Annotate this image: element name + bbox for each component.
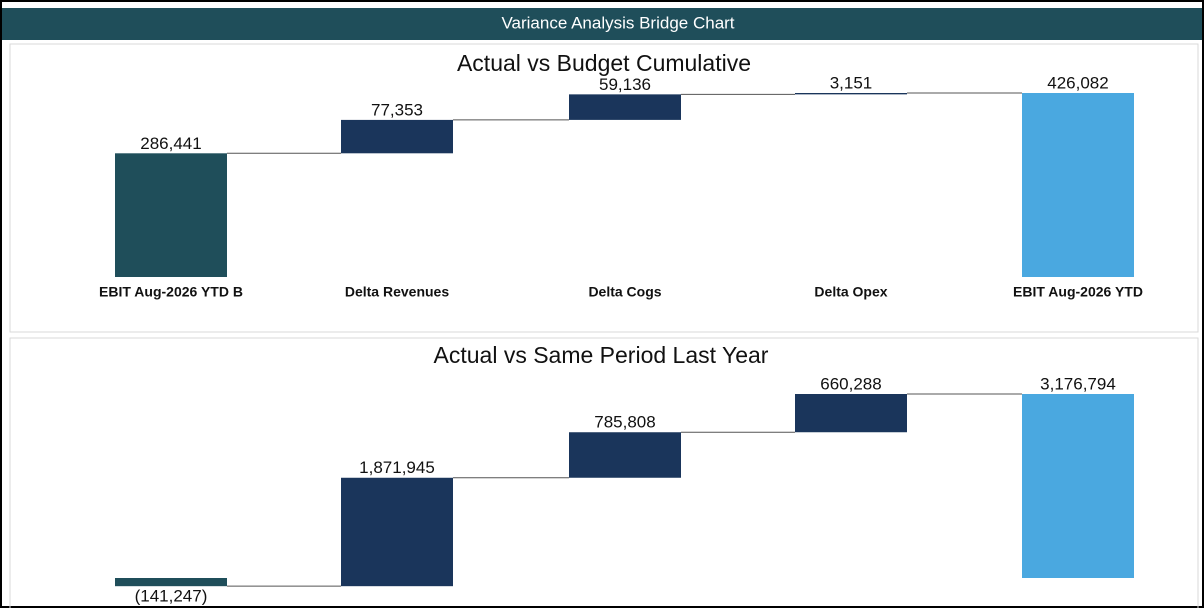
data-label: 3,176,794	[1040, 374, 1116, 393]
bar	[115, 153, 227, 277]
chart-title: Actual vs Budget Cumulative	[457, 50, 751, 76]
bar	[341, 119, 453, 154]
data-label: 426,082	[1047, 73, 1108, 92]
header-bar	[2, 8, 1202, 40]
x-tick-label: EBIT Aug-2026 YTD B	[99, 284, 243, 300]
panel	[9, 43, 1199, 333]
bar	[795, 394, 907, 433]
data-label: (141,247)	[135, 587, 208, 606]
bar	[115, 578, 227, 587]
data-label: 3,151	[830, 73, 873, 92]
chart-title: Actual vs Same Period Last Year	[434, 342, 769, 368]
header-title: Variance Analysis Bridge Chart	[501, 13, 734, 32]
bar	[569, 432, 681, 478]
data-label: 1,871,945	[359, 458, 435, 477]
data-label: 59,136	[599, 75, 651, 94]
bar	[569, 94, 681, 120]
x-tick-label: EBIT Aug-2026 YTD	[1013, 284, 1143, 300]
x-tick-label: Delta Opex	[814, 284, 887, 300]
data-label: 77,353	[371, 100, 423, 119]
data-label: 660,288	[820, 374, 881, 393]
bar	[1022, 93, 1134, 277]
x-tick-label: Delta Cogs	[588, 284, 661, 300]
bar	[341, 477, 453, 587]
data-label: 286,441	[140, 134, 201, 153]
bar	[795, 93, 907, 95]
x-tick-label: Delta Revenues	[345, 284, 449, 300]
bar	[1022, 394, 1134, 578]
data-label: 785,808	[594, 413, 655, 432]
